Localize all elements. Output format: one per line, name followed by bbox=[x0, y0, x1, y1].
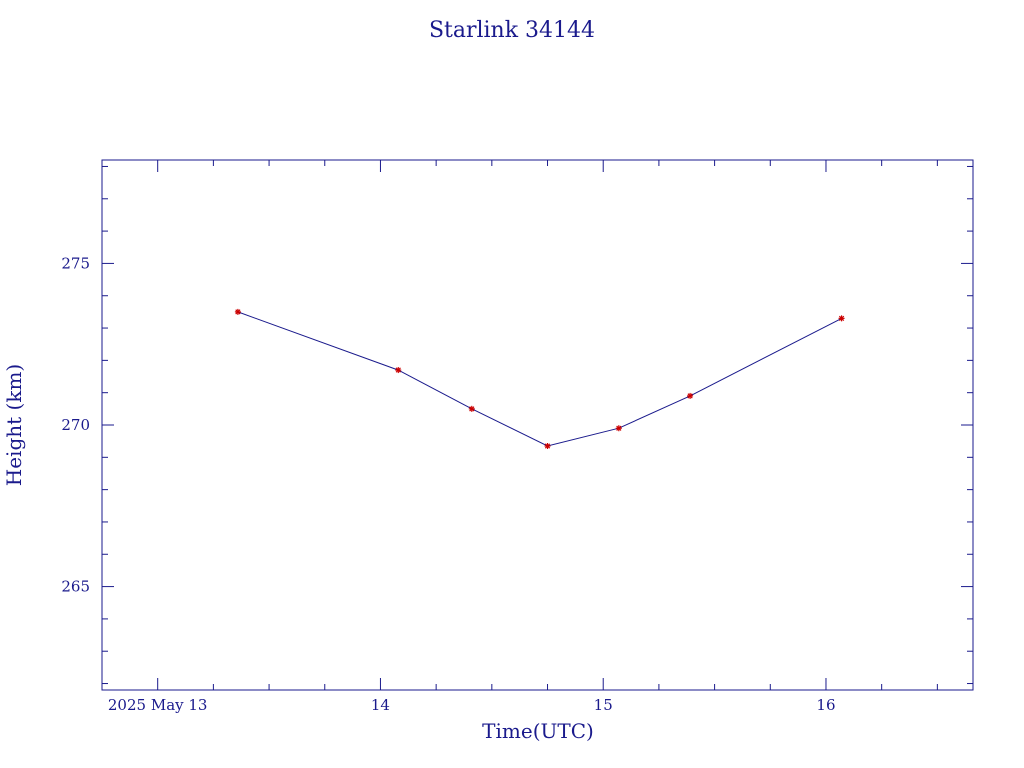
data-point bbox=[838, 315, 845, 322]
y-tick-label: 270 bbox=[61, 416, 90, 434]
data-point bbox=[687, 392, 694, 399]
series-line bbox=[237, 311, 842, 447]
x-tick-label: 14 bbox=[371, 696, 390, 714]
y-axis-label: Height (km) bbox=[2, 364, 26, 486]
chart-title: Starlink 34144 bbox=[429, 18, 595, 43]
data-point bbox=[468, 405, 475, 412]
series-layer bbox=[234, 308, 845, 450]
tick-labels: 2025 May 13 14 15 16 265 270 275 bbox=[61, 254, 835, 714]
axis-ticks bbox=[101, 160, 973, 690]
data-point bbox=[615, 425, 622, 432]
plot-frame bbox=[101, 159, 974, 691]
data-point bbox=[544, 443, 551, 450]
x-tick-label: 16 bbox=[816, 696, 835, 714]
plot-border bbox=[101, 159, 974, 691]
data-point bbox=[234, 308, 241, 315]
data-point bbox=[395, 367, 402, 374]
x-tick-label: 15 bbox=[594, 696, 613, 714]
y-tick-label: 265 bbox=[61, 578, 90, 596]
x-tick-label: 2025 May 13 bbox=[108, 696, 208, 714]
x-axis-label: Time(UTC) bbox=[482, 719, 594, 743]
y-tick-label: 275 bbox=[61, 254, 90, 272]
